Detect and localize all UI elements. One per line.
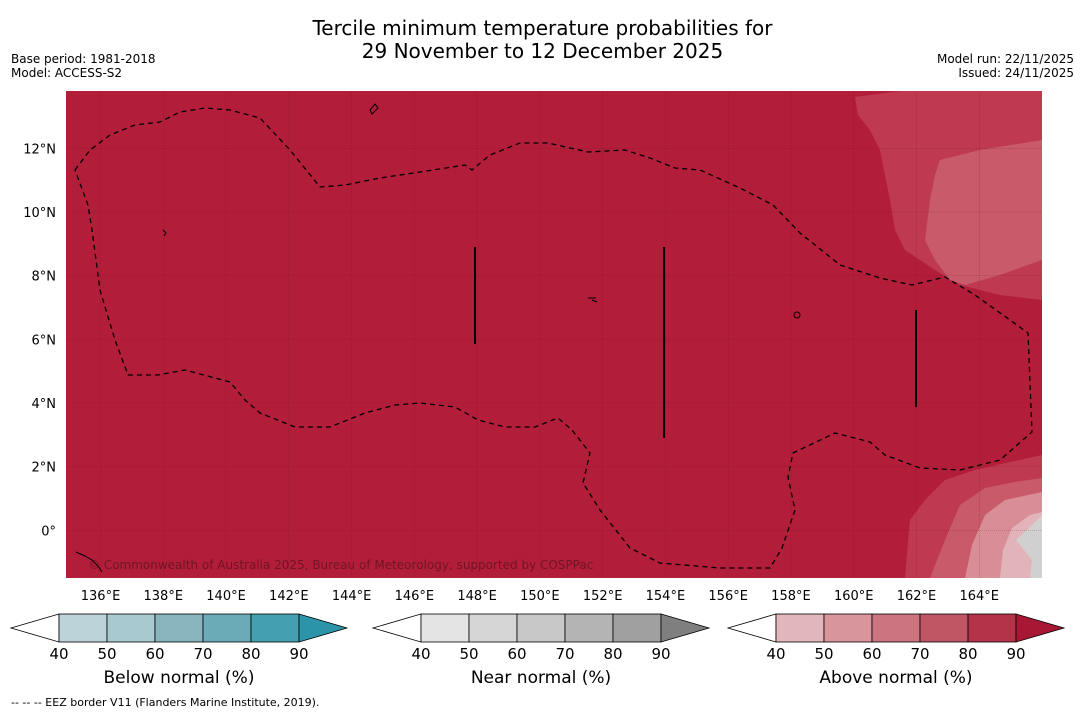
colorbar-tick-label: 70 xyxy=(555,645,574,663)
above-normal-label: Above normal (%) xyxy=(819,668,973,688)
latitude-tick-label: 8°N xyxy=(32,270,57,285)
colorbar-over-arrow xyxy=(1015,613,1066,643)
small-islands xyxy=(75,103,801,573)
near-normal-region xyxy=(1016,515,1042,578)
colorbar-segment xyxy=(202,613,252,643)
longitude-tick-label: 140°E xyxy=(206,589,246,604)
island-outline xyxy=(75,551,103,573)
longitude-tick-label: 152°E xyxy=(583,589,623,604)
issued-label: Issued: 24/11/2025 xyxy=(958,66,1074,80)
colorbar-segment xyxy=(612,613,662,643)
colorbar-segment xyxy=(468,613,518,643)
colorbar-tick-label: 90 xyxy=(289,645,308,663)
colorbar-segment xyxy=(516,613,566,643)
colorbar-under-arrow xyxy=(371,613,422,643)
colorbar-over-arrow xyxy=(660,613,711,643)
longitude-tick-label: 144°E xyxy=(332,589,372,604)
base-period-label: Base period: 1981-2018 xyxy=(11,52,156,66)
latitude-tick-label: 12°N xyxy=(23,142,56,157)
colorbar-tick-label: 60 xyxy=(507,645,526,663)
colorbar-segment xyxy=(871,613,921,643)
copyright-notice: © Commonwealth of Australia 2025, Bureau… xyxy=(88,558,593,572)
model-run-label: Model run: 22/11/2025 xyxy=(936,52,1074,66)
longitude-tick-label: 146°E xyxy=(395,589,435,604)
above-90-region xyxy=(66,91,1042,578)
longitude-tick-label: 136°E xyxy=(81,589,121,604)
island-chains xyxy=(474,247,917,438)
colorbar-segment xyxy=(250,613,300,643)
colorbar-segment xyxy=(823,613,873,643)
colorbar-over-arrow xyxy=(298,613,349,643)
island-outline xyxy=(369,103,379,115)
longitude-tick-label: 150°E xyxy=(520,589,560,604)
colorbar-tick-label: 40 xyxy=(411,645,430,663)
model-label: Model: ACCESS-S2 xyxy=(11,66,123,80)
island-outline xyxy=(162,229,167,237)
map-title-line1: Tercile minimum temperature probabilitie… xyxy=(312,16,773,40)
longitude-labels: 136°E 138°E 140°E 142°E 144°E 146°E 148°E 150°E… xyxy=(81,589,999,604)
colorbar-segment xyxy=(58,613,108,643)
colorbar-tick-label: 50 xyxy=(97,645,116,663)
longitude-tick-label: 138°E xyxy=(144,589,184,604)
colorbar-segment xyxy=(106,613,156,643)
latitude-tick-label: 10°N xyxy=(23,206,56,221)
colorbar-tick-label: 40 xyxy=(49,645,68,663)
longitude-tick-label: 160°E xyxy=(834,589,874,604)
island-atoll xyxy=(793,311,801,319)
longitude-tick-label: 162°E xyxy=(897,589,937,604)
colorbar-segment xyxy=(775,613,825,643)
colorbar-tick-label: 60 xyxy=(862,645,881,663)
longitude-tick-label: 142°E xyxy=(269,589,309,604)
colorbar-tick-label: 70 xyxy=(193,645,212,663)
colorbar-segment xyxy=(420,613,470,643)
longitude-tick-label: 158°E xyxy=(771,589,811,604)
colorbar-tick-label: 50 xyxy=(814,645,833,663)
colorbar-under-arrow xyxy=(726,613,777,643)
longitude-tick-label: 154°E xyxy=(646,589,686,604)
longitude-tick-label: 164°E xyxy=(959,589,999,604)
colorbar-tick-label: 40 xyxy=(766,645,785,663)
eez-footnote: -- -- -- EEZ border V11 (Flanders Marine… xyxy=(11,696,320,709)
colorbar-tick-label: 80 xyxy=(958,645,977,663)
latitude-tick-label: 4°N xyxy=(32,397,57,412)
eez-borders xyxy=(74,107,1033,569)
colorbar-tick-label: 70 xyxy=(910,645,929,663)
colorbar-under-arrow xyxy=(9,613,60,643)
colorbar-segment xyxy=(967,613,1017,643)
colorbar: 40 50 60 70 80 90 xyxy=(9,613,349,663)
latitude-tick-label: 6°N xyxy=(32,333,57,348)
above-70-region xyxy=(925,140,1042,285)
latitude-labels: 12°N 10°N 8°N 6°N 4°N 2°N 0° xyxy=(23,142,56,539)
colorbar: 40 50 60 70 80 90 xyxy=(371,613,711,663)
colorbar: 40 50 60 70 80 90 xyxy=(726,613,1066,663)
colorbar-tick-label: 90 xyxy=(1006,645,1025,663)
latitude-tick-label: 0° xyxy=(41,524,56,539)
colorbar-tick-label: 80 xyxy=(603,645,622,663)
near-normal-label: Near normal (%) xyxy=(470,668,612,688)
latitude-tick-label: 2°N xyxy=(32,461,57,476)
colorbar-segment xyxy=(919,613,969,643)
below-normal-label: Below normal (%) xyxy=(103,668,255,688)
probability-field xyxy=(66,91,1042,578)
colorbar-tick-label: 50 xyxy=(459,645,478,663)
colorbar-tick-label: 80 xyxy=(241,645,260,663)
colorbar-tick-label: 60 xyxy=(145,645,164,663)
longitude-tick-label: 156°E xyxy=(708,589,748,604)
colorbar-segment xyxy=(564,613,614,643)
colorbars: 40 50 60 70 80 90 40 50 60 70 80 90 40 50 60 70 80 90 xyxy=(9,613,1066,663)
map-title-line2: 29 November to 12 December 2025 xyxy=(361,39,724,63)
island-outline xyxy=(588,297,598,303)
colorbar-tick-label: 90 xyxy=(651,645,670,663)
colorbar-segment xyxy=(154,613,204,643)
longitude-tick-label: 148°E xyxy=(457,589,497,604)
eez-border-palau-fsm-west xyxy=(74,107,1033,569)
